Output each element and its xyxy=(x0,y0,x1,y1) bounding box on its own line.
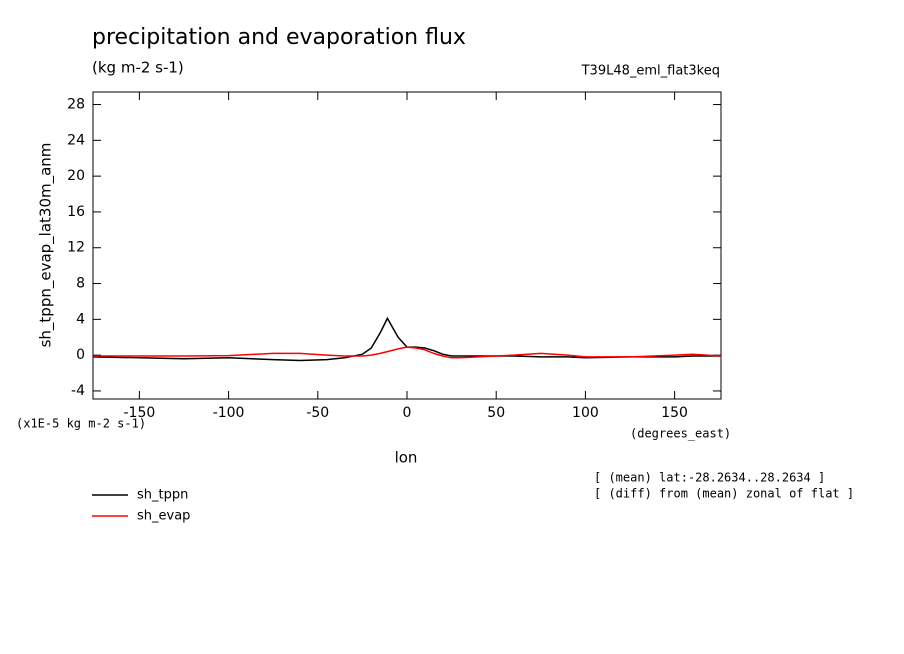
annotation: [ (mean) lat:-28.2634..28.2634 ] xyxy=(594,471,825,485)
data-line xyxy=(92,316,721,362)
x-tick-label: -50 xyxy=(306,405,329,421)
x-tick-label: -100 xyxy=(213,405,245,421)
x-tick-label: 150 xyxy=(661,405,688,421)
y-tick-label: 12 xyxy=(67,240,85,256)
y-tick-label: 16 xyxy=(67,204,85,220)
legend-label: sh_tppn xyxy=(137,488,188,503)
legend-label: sh_evap xyxy=(137,509,190,524)
y-tick-label: 20 xyxy=(67,168,85,184)
y-tick-label: 28 xyxy=(67,97,85,113)
y-tick-label: 4 xyxy=(76,311,85,327)
y-units: (x1E-5 kg m-2 s-1) xyxy=(16,417,146,431)
y-axis-label: sh_tppn_evap_lat30m_anm xyxy=(37,143,56,348)
annotation: [ (diff) from (mean) zonal of flat ] xyxy=(594,487,854,501)
x-axis-label: lon xyxy=(395,449,418,467)
x-tick-label: 50 xyxy=(487,405,505,421)
data-line xyxy=(93,346,722,359)
y-tick-label: 0 xyxy=(76,347,85,363)
x-tick-label: -150 xyxy=(123,405,155,421)
x-units: (degrees_east) xyxy=(630,427,731,441)
chart-subtitle: (kg m-2 s-1) xyxy=(92,59,184,77)
plot-frame xyxy=(92,91,722,400)
y-tick-label: 24 xyxy=(67,132,85,148)
y-tick-label: 8 xyxy=(76,276,85,292)
dataset-label: T39L48_eml_flat3keq xyxy=(581,64,720,79)
chart-title: precipitation and evaporation flux xyxy=(92,25,466,50)
y-tick-label: -4 xyxy=(71,383,85,399)
x-tick-label: 100 xyxy=(572,405,599,421)
x-tick-label: 0 xyxy=(403,405,412,421)
